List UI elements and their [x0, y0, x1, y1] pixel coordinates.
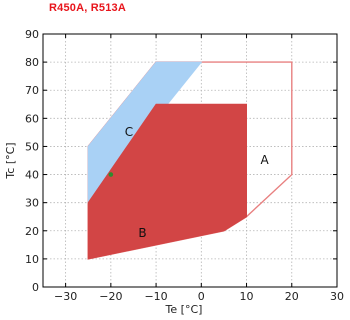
x-tick-label: 10 — [240, 290, 254, 303]
y-tick-label: 70 — [25, 84, 39, 97]
region-b — [87, 103, 247, 260]
y-tick-label: 20 — [25, 225, 39, 238]
y-tick-label: 80 — [25, 56, 39, 69]
plot-frame — [42, 33, 338, 288]
x-tick-label: 20 — [285, 290, 299, 303]
region-label-a: A — [261, 153, 270, 167]
regions — [87, 61, 293, 260]
chart-title: R450A, R513A — [49, 2, 126, 14]
region-labels: A C B — [125, 125, 270, 240]
region-label-b: B — [138, 226, 146, 240]
y-tick-label: 60 — [25, 112, 39, 125]
ticks: −30 −20 −10 0 10 20 30 0 10 20 30 40 50 60 70 80 90 — [25, 28, 344, 303]
data-point — [108, 172, 114, 177]
y-tick-label: 50 — [25, 140, 39, 153]
x-tick-label: −20 — [99, 290, 122, 303]
x-tick-label: −30 — [54, 290, 77, 303]
y-tick-label: 90 — [25, 28, 39, 41]
y-tick-label: 10 — [25, 253, 39, 266]
y-tick-label: 40 — [25, 169, 39, 182]
y-tick-label: 0 — [32, 281, 39, 294]
y-tick-label: 30 — [25, 197, 39, 210]
x-tick-label: −10 — [144, 290, 167, 303]
region-label-c: C — [125, 125, 133, 139]
y-axis-label: Tc [°C] — [4, 142, 17, 179]
x-axis-label: Te [°C] — [165, 303, 203, 316]
x-tick-label: 30 — [330, 290, 344, 303]
x-tick-label: 0 — [198, 290, 205, 303]
points — [108, 172, 114, 177]
